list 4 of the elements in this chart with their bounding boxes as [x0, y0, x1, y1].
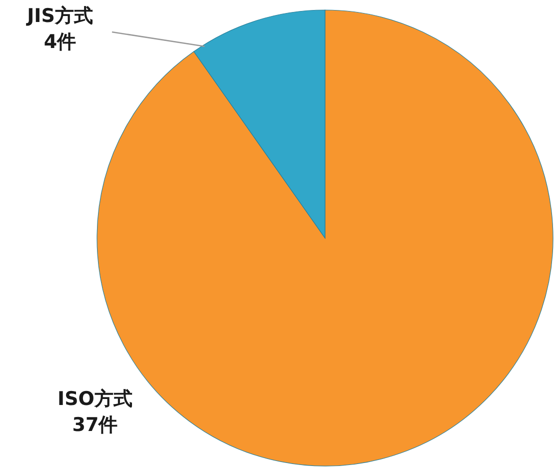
slice-label: ISO方式 [58, 388, 132, 410]
data-label: 4件 [44, 31, 76, 53]
data-label: 37件 [72, 414, 118, 436]
slice-label: JIS方式 [25, 5, 93, 27]
